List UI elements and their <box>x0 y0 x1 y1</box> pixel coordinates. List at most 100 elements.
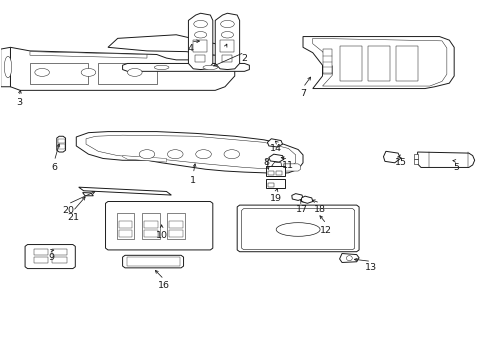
Polygon shape <box>268 154 284 162</box>
Text: 5: 5 <box>453 163 459 172</box>
Bar <box>52 249 67 255</box>
Bar <box>34 257 48 263</box>
Polygon shape <box>312 39 446 86</box>
Text: 3: 3 <box>16 98 22 107</box>
Ellipse shape <box>346 256 351 261</box>
Ellipse shape <box>4 56 12 78</box>
Polygon shape <box>267 139 282 147</box>
Bar <box>339 46 361 81</box>
Bar <box>119 221 132 228</box>
Bar <box>167 213 184 239</box>
Polygon shape <box>76 132 303 174</box>
Ellipse shape <box>81 68 96 76</box>
Bar <box>275 171 281 175</box>
Bar <box>58 139 64 143</box>
Polygon shape <box>30 51 147 58</box>
Polygon shape <box>188 13 212 69</box>
Bar <box>322 49 331 74</box>
Polygon shape <box>215 13 239 69</box>
Bar <box>367 46 389 81</box>
Bar <box>169 221 183 228</box>
Bar <box>169 230 183 237</box>
Polygon shape <box>413 159 417 164</box>
Bar <box>127 257 180 266</box>
Bar <box>119 230 132 237</box>
Ellipse shape <box>195 150 211 159</box>
Ellipse shape <box>127 68 142 76</box>
Polygon shape <box>122 156 166 162</box>
Polygon shape <box>25 244 75 269</box>
Text: 10: 10 <box>155 231 167 240</box>
Bar <box>117 213 134 239</box>
Text: 2: 2 <box>241 54 247 63</box>
Bar <box>266 179 285 188</box>
Polygon shape <box>271 162 281 167</box>
Polygon shape <box>86 135 295 169</box>
Polygon shape <box>57 136 65 152</box>
Text: 19: 19 <box>270 194 282 203</box>
Text: 12: 12 <box>320 226 332 235</box>
Text: 6: 6 <box>51 163 57 172</box>
Bar <box>34 249 48 255</box>
Bar <box>266 166 285 176</box>
Text: 16: 16 <box>158 281 170 290</box>
Polygon shape <box>291 194 303 201</box>
Polygon shape <box>108 35 224 55</box>
Polygon shape <box>301 196 312 203</box>
Bar <box>144 230 158 237</box>
Bar <box>144 221 158 228</box>
Text: 8: 8 <box>263 158 269 167</box>
Polygon shape <box>241 209 354 249</box>
Bar <box>395 46 417 81</box>
Bar <box>268 183 274 187</box>
Ellipse shape <box>139 150 155 159</box>
Polygon shape <box>413 154 417 159</box>
Text: 1: 1 <box>190 176 196 185</box>
Polygon shape <box>283 164 300 171</box>
Polygon shape <box>383 151 400 163</box>
Text: 9: 9 <box>48 253 54 262</box>
Text: 15: 15 <box>394 158 406 167</box>
Text: 17: 17 <box>295 205 307 214</box>
Text: 18: 18 <box>313 205 325 214</box>
Bar <box>52 257 67 263</box>
Bar <box>58 144 64 149</box>
Polygon shape <box>417 152 474 167</box>
Polygon shape <box>79 187 171 195</box>
Polygon shape <box>82 193 93 196</box>
Ellipse shape <box>193 21 207 28</box>
Text: 11: 11 <box>282 161 294 170</box>
Ellipse shape <box>220 21 234 28</box>
Polygon shape <box>0 47 10 87</box>
Bar <box>268 171 274 175</box>
Bar <box>142 213 159 239</box>
Text: 7: 7 <box>300 89 305 98</box>
Ellipse shape <box>221 32 233 38</box>
Text: 20: 20 <box>62 206 74 215</box>
Bar <box>98 63 157 84</box>
Polygon shape <box>122 63 249 71</box>
Ellipse shape <box>203 65 217 69</box>
Bar <box>221 55 232 62</box>
Text: 14: 14 <box>270 144 282 153</box>
Bar <box>30 63 88 84</box>
Polygon shape <box>303 209 325 216</box>
Polygon shape <box>303 37 453 89</box>
Ellipse shape <box>167 150 183 159</box>
Polygon shape <box>122 255 183 268</box>
Ellipse shape <box>154 65 168 69</box>
Ellipse shape <box>194 32 206 38</box>
Polygon shape <box>105 202 212 250</box>
Bar <box>220 40 233 51</box>
Polygon shape <box>10 47 234 90</box>
Text: 13: 13 <box>365 264 377 273</box>
Text: 21: 21 <box>67 213 79 222</box>
Ellipse shape <box>35 68 49 76</box>
Polygon shape <box>237 205 358 252</box>
Ellipse shape <box>276 223 320 236</box>
Polygon shape <box>339 253 358 262</box>
Text: 4: 4 <box>187 44 193 53</box>
Bar <box>193 40 206 51</box>
Bar <box>194 55 205 62</box>
Ellipse shape <box>224 150 239 159</box>
